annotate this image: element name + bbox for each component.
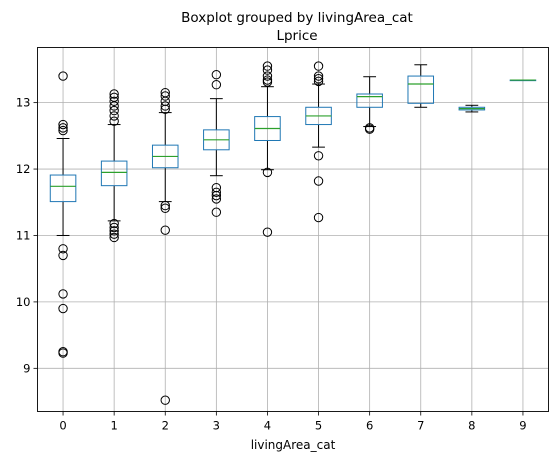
outlier-point bbox=[262, 77, 273, 87]
x-tick-label: 6 bbox=[366, 419, 373, 433]
x-axis-label: livingArea_cat bbox=[251, 438, 336, 452]
outlier-point bbox=[58, 123, 68, 133]
y-tick-label: 10 bbox=[16, 295, 31, 309]
box-iqr bbox=[49, 174, 77, 203]
box-iqr bbox=[407, 75, 435, 104]
outlier-point bbox=[160, 225, 170, 235]
box-group bbox=[407, 64, 435, 108]
outlier-point bbox=[109, 101, 119, 111]
outlier-point bbox=[160, 104, 170, 114]
outlier-point bbox=[313, 151, 324, 161]
outlier-point bbox=[109, 89, 119, 99]
outlier-point bbox=[109, 232, 119, 243]
outlier-point bbox=[109, 222, 119, 233]
outlier-point bbox=[211, 207, 222, 217]
x-tick-label: 2 bbox=[162, 419, 169, 433]
outlier-point bbox=[211, 187, 222, 198]
box-group bbox=[305, 61, 332, 223]
outlier-point bbox=[364, 124, 375, 134]
outlier-point bbox=[58, 244, 68, 254]
box-group bbox=[509, 79, 537, 82]
outlier-point bbox=[109, 96, 119, 107]
plot-frame bbox=[37, 47, 549, 412]
y-tick-label: 9 bbox=[23, 361, 30, 375]
outlier-point bbox=[109, 111, 119, 121]
chart-subtitle: Lprice bbox=[276, 28, 317, 44]
outlier-point bbox=[58, 303, 68, 314]
y-tick-label: 11 bbox=[16, 228, 31, 242]
outlier-point bbox=[160, 101, 170, 111]
outlier-point bbox=[58, 125, 68, 136]
outlier-point bbox=[211, 190, 222, 201]
outlier-point bbox=[313, 74, 324, 84]
outlier-point bbox=[58, 71, 68, 81]
outlier-point bbox=[313, 76, 324, 87]
outlier-point bbox=[58, 119, 68, 130]
outlier-point bbox=[313, 61, 324, 71]
x-tick-label: 8 bbox=[468, 419, 475, 433]
outlier-point bbox=[109, 116, 119, 126]
x-tick-label: 1 bbox=[110, 419, 117, 433]
outlier-point bbox=[109, 229, 119, 239]
box-group bbox=[356, 76, 383, 134]
box-iqr bbox=[356, 93, 383, 108]
box-group bbox=[49, 71, 77, 358]
x-tick-label: 4 bbox=[264, 419, 271, 433]
x-tick-label: 3 bbox=[213, 419, 220, 433]
grid bbox=[37, 47, 549, 412]
box-group bbox=[203, 70, 230, 217]
outlier-point bbox=[160, 91, 170, 101]
outlier-point bbox=[262, 71, 273, 81]
boxes bbox=[49, 61, 537, 405]
outlier-point bbox=[58, 250, 68, 261]
outlier-point bbox=[109, 226, 119, 236]
x-tick-label: 0 bbox=[59, 419, 66, 433]
y-tick-label: 13 bbox=[16, 96, 31, 110]
outlier-point bbox=[160, 200, 170, 211]
outlier-point bbox=[262, 65, 273, 75]
outlier-point bbox=[160, 395, 170, 405]
outlier-point bbox=[262, 61, 273, 71]
outlier-point bbox=[109, 218, 119, 229]
outlier-point bbox=[313, 212, 324, 223]
y-tick-label: 12 bbox=[16, 162, 31, 176]
outlier-point bbox=[211, 70, 222, 80]
outlier-point bbox=[58, 348, 68, 358]
box-group bbox=[100, 89, 128, 243]
box-group bbox=[151, 87, 179, 405]
box-group bbox=[254, 61, 281, 237]
outlier-point bbox=[262, 227, 273, 237]
outlier-point bbox=[58, 289, 68, 299]
box-iqr bbox=[100, 160, 128, 187]
outlier-point bbox=[262, 167, 273, 178]
chart-title: Boxplot grouped by livingArea_cat bbox=[181, 10, 413, 26]
x-tick-label: 7 bbox=[417, 419, 424, 433]
outlier-point bbox=[313, 71, 324, 81]
x-tick-label: 9 bbox=[519, 419, 526, 433]
outlier-point bbox=[109, 105, 119, 116]
outlier-point bbox=[313, 176, 324, 186]
x-tick-label: 5 bbox=[315, 419, 322, 433]
outlier-point bbox=[211, 194, 222, 204]
box-group bbox=[458, 104, 486, 113]
outlier-point bbox=[160, 203, 170, 213]
outlier-point bbox=[211, 79, 222, 90]
